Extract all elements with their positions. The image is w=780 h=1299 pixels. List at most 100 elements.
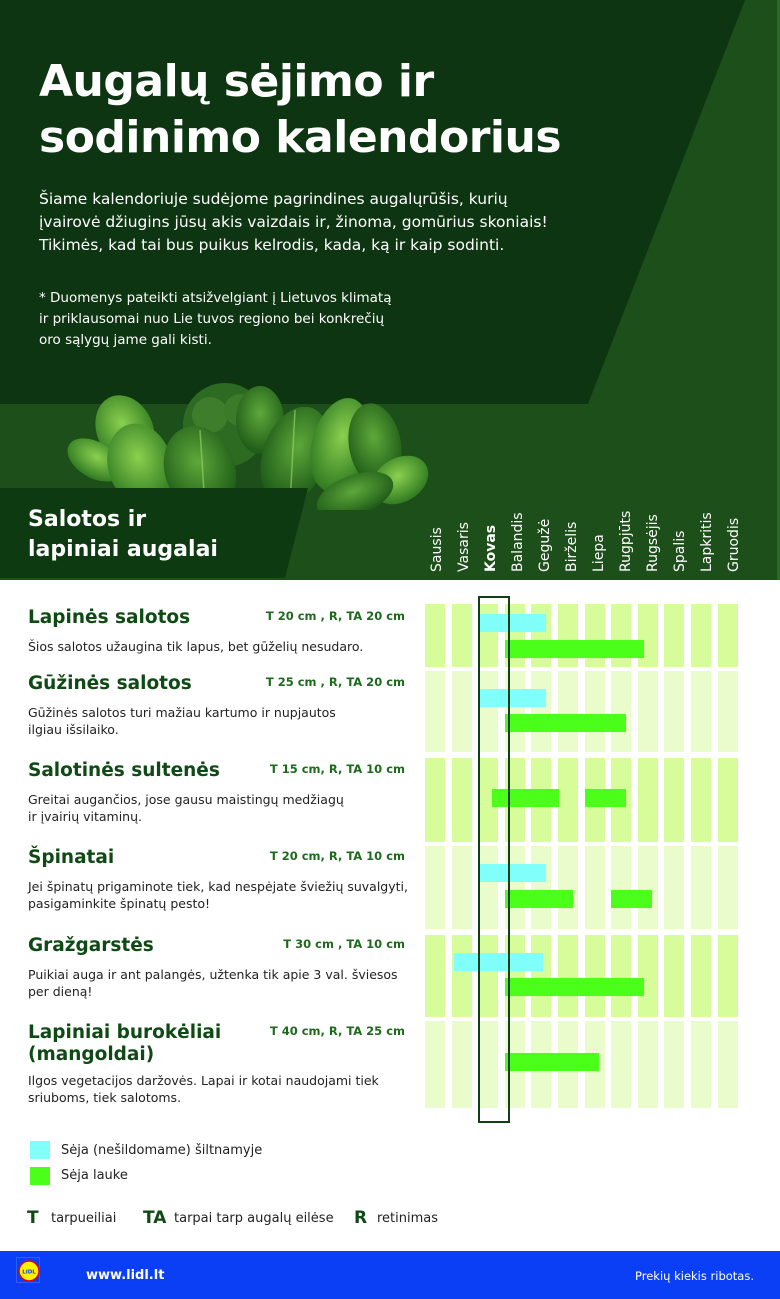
abbr-key-ta: TA xyxy=(143,1208,167,1228)
outdoor-sowing-bar xyxy=(504,714,626,732)
outdoor-sowing-bar xyxy=(504,1053,600,1071)
plant-description: Gūžinės salotos turi mažiau kartumo ir n… xyxy=(28,705,336,737)
calendar-cell xyxy=(425,671,445,752)
plant-spec: T 15 cm, R, TA 10 cm xyxy=(269,762,405,776)
calendar-cell xyxy=(451,671,472,752)
month-label: Spalis xyxy=(672,530,688,572)
calendar-cell xyxy=(531,846,552,929)
month-label: Rugpjūts xyxy=(618,510,634,572)
greenhouse-sowing-bar xyxy=(478,689,547,707)
calendar-cell xyxy=(691,1021,711,1108)
website-link[interactable]: www.lidl.lt xyxy=(86,1268,165,1283)
calendar-cell xyxy=(664,671,685,752)
calendar-cell xyxy=(451,935,472,1017)
month-label: Lapkritis xyxy=(699,512,715,572)
plant-spec: T 20 cm , R, TA 20 cm xyxy=(265,609,405,623)
month-label: Gruodis xyxy=(726,517,742,572)
plant-spec: T 30 cm , TA 10 cm xyxy=(283,937,405,951)
note-line: oro sąlygų jame gali kisti. xyxy=(39,332,212,348)
calendar-cell xyxy=(558,671,578,752)
svg-text:LIDL: LIDL xyxy=(22,1270,36,1276)
page-title: Augalų sėjimo ir sodinimo kalendorius xyxy=(39,54,562,166)
section-title-line: Salotos ir xyxy=(28,507,147,532)
hero-edge xyxy=(777,0,780,580)
legend-label-outdoor: Sėja lauke xyxy=(61,1168,128,1183)
calendar-cell xyxy=(451,604,472,667)
plant-spec: T 20 cm, R, TA 10 cm xyxy=(269,849,405,863)
plant-row: Salotinės sultenės T 15 cm, R, TA 10 cm … xyxy=(28,760,413,825)
month-label: Rugsėjis xyxy=(645,514,661,572)
outdoor-sowing-bar xyxy=(504,640,645,658)
calendar-cell xyxy=(611,846,632,929)
month-label: Sausis xyxy=(429,527,445,572)
plant-description: Puikiai auga ir ant palangės, užtenka ti… xyxy=(28,967,398,999)
calendar-cell xyxy=(558,758,578,842)
month-label: Birželis xyxy=(564,521,580,572)
climate-note: * Duomenys pateikti atsižvelgiant į Liet… xyxy=(39,288,459,351)
plant-description: Greitai augančios, jose gausu maistingų … xyxy=(28,792,344,824)
month-label: Gegužė xyxy=(537,518,553,572)
plant-name: Špinatai xyxy=(28,847,115,868)
intro-line: įvairovė džiugins jūsų akis vaizdais ir,… xyxy=(39,213,548,231)
calendar-cell xyxy=(664,758,685,842)
plant-name: Lapinės salotos xyxy=(28,607,191,628)
calendar-cell xyxy=(717,758,738,842)
calendar-cell xyxy=(637,846,658,929)
calendar-cell xyxy=(425,935,445,1017)
calendar-cell xyxy=(637,1021,658,1108)
calendar-cell xyxy=(664,935,685,1017)
calendar-cell xyxy=(611,1021,632,1108)
calendar-cell xyxy=(531,935,552,1017)
calendar-cell xyxy=(478,758,499,842)
calendar-cell xyxy=(478,1021,499,1108)
calendar-cell xyxy=(637,671,658,752)
plant-row: Lapiniai burokėliai (mangoldai) T 40 cm, … xyxy=(28,1022,413,1106)
calendar-cell xyxy=(584,671,605,752)
calendar-cell xyxy=(584,935,605,1017)
calendar-cell xyxy=(637,758,658,842)
abbr-key-r: R xyxy=(354,1208,368,1228)
intro-line: Šiame kalendoriuje sudėjome pagrindines … xyxy=(39,190,508,208)
calendar-cell xyxy=(664,604,685,667)
title-line-2: sodinimo kalendorius xyxy=(39,112,562,163)
greenhouse-sowing-bar xyxy=(478,864,547,882)
month-label-highlighted: Kovas xyxy=(483,524,499,572)
intro-text: Šiame kalendoriuje sudėjome pagrindines … xyxy=(39,188,599,257)
plant-row: Špinatai T 20 cm, R, TA 10 cm Jei špinat… xyxy=(28,847,413,912)
plant-spec: T 40 cm, R, TA 25 cm xyxy=(269,1024,405,1038)
plant-name: Lapiniai burokėliai (mangoldai) xyxy=(28,1022,222,1065)
abbr-text-r: retinimas xyxy=(377,1211,439,1226)
calendar-cell xyxy=(691,758,711,842)
calendar-cell xyxy=(717,1021,738,1108)
calendar-cell xyxy=(451,1021,472,1108)
calendar-cell xyxy=(425,604,445,667)
calendar-cell xyxy=(531,671,552,752)
calendar-cell xyxy=(664,1021,685,1108)
calendar-cell xyxy=(717,846,738,929)
section-title: Salotos ir lapiniai augalai xyxy=(28,505,218,565)
abbr-text-t: tarpueiliai xyxy=(51,1211,117,1226)
abbr-key-t: T xyxy=(27,1208,39,1228)
plant-row: Gūžinės salotos T 25 cm , R, TA 20 cm Gū… xyxy=(28,673,413,738)
plant-name: Gražgarstės xyxy=(28,935,154,956)
plant-description: Šios salotos užaugina tik lapus, bet gūž… xyxy=(28,639,364,654)
calendar-cell xyxy=(691,604,711,667)
calendar-cell xyxy=(717,604,738,667)
calendar-cell xyxy=(584,846,605,929)
stock-disclaimer: Prekių kiekis ribotas. xyxy=(635,1269,754,1283)
calendar-cell xyxy=(558,846,578,929)
outdoor-sowing-bar xyxy=(504,890,573,908)
plant-description: Jei špinatų prigaminote tiek, kad nespėj… xyxy=(28,879,408,911)
greenhouse-sowing-bar xyxy=(454,953,544,971)
section-header-band xyxy=(0,488,308,578)
calendar-cell xyxy=(558,935,578,1017)
outdoor-sowing-bar xyxy=(504,978,645,996)
footer-bar xyxy=(0,1251,780,1299)
calendar-cell xyxy=(611,935,632,1017)
plant-description: Ilgos vegetacijos daržovės. Lapai ir kot… xyxy=(28,1073,379,1105)
plant-name: Salotinės sultenės xyxy=(28,760,220,781)
month-label: Vasaris xyxy=(456,522,472,572)
plant-spec: T 25 cm , R, TA 20 cm xyxy=(265,675,405,689)
note-line: * Duomenys pateikti atsižvelgiant į Liet… xyxy=(39,290,392,306)
lidl-logo[interactable]: LIDL xyxy=(16,1257,40,1283)
